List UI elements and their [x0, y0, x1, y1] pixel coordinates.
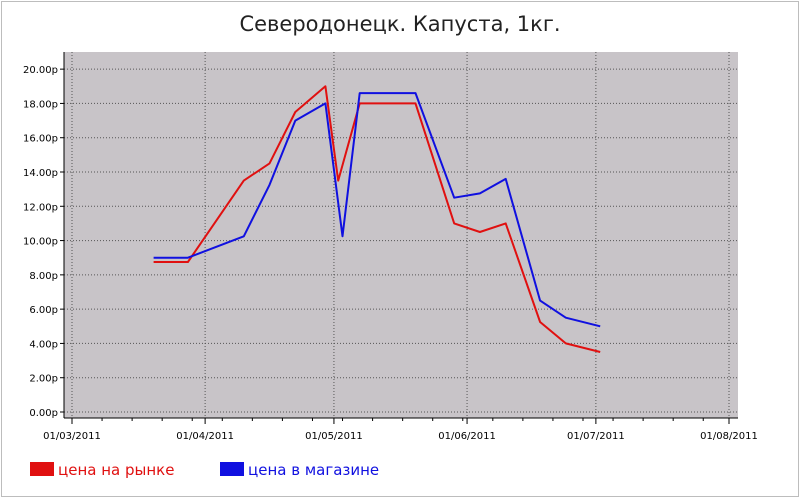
x-tick-label: 01/05/2011	[305, 431, 363, 442]
y-tick-label: 6.00р	[29, 305, 58, 316]
axes	[63, 52, 738, 419]
y-tick-label: 10.00р	[23, 237, 58, 248]
series-line-2	[153, 92, 601, 328]
x-tick-label: 01/07/2011	[567, 431, 625, 442]
legend-label: цена в магазине	[248, 461, 379, 479]
y-tick-label: 18.00р	[23, 99, 58, 110]
chart-title: Северодонецк. Капуста, 1кг.	[239, 12, 561, 36]
y-tick-label: 0.00р	[29, 408, 58, 419]
y-tick-label: 16.00р	[23, 134, 58, 145]
y-tick-label: 2.00р	[29, 374, 58, 385]
series-lines	[153, 85, 601, 353]
legend-swatch	[220, 462, 244, 476]
y-tick-label: 20.00р	[23, 65, 58, 76]
x-axis-ticks: 01/03/2011 01/04/2011 01/05/2011 01/06/2011…	[43, 418, 758, 442]
legend-label: цена на рынке	[58, 461, 174, 479]
y-tick-label: 12.00р	[23, 202, 58, 213]
x-tick-label: 01/04/2011	[176, 431, 234, 442]
y-tick-label: 4.00р	[29, 339, 58, 350]
y-tick-label: 8.00р	[29, 271, 58, 282]
y-tick-label: 14.00р	[23, 168, 58, 179]
plot-area	[64, 52, 738, 418]
series-line-1	[153, 85, 601, 353]
legend: цена на рынке цена в магазине	[30, 461, 379, 479]
y-axis-ticks: 0.00р 2.00р 4.00р 6.00р 8.00р 10.00р 12.00р 14.…	[23, 65, 64, 419]
x-tick-label: 01/06/2011	[438, 431, 496, 442]
x-tick-label: 01/08/2011	[700, 431, 758, 442]
legend-swatch	[30, 462, 54, 476]
x-tick-label: 01/03/2011	[43, 431, 101, 442]
